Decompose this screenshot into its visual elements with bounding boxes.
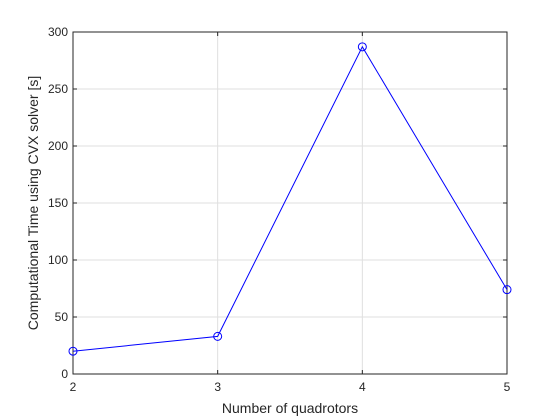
x-tick-label: 3: [214, 380, 221, 394]
y-tick-label: 300: [48, 25, 68, 39]
x-axis-label: Number of quadrotors: [222, 400, 358, 416]
data-point: [213, 331, 223, 341]
data-point: [357, 42, 367, 52]
series-line: [72, 45, 508, 352]
y-tick-label: 0: [61, 367, 68, 381]
y-tick-label: 50: [55, 310, 69, 324]
y-tick-label: 100: [48, 253, 68, 267]
data-point: [502, 285, 512, 295]
y-axis-ticks: 0 50 100 150 200 250 300: [48, 25, 507, 381]
x-tick-label: 4: [359, 380, 366, 394]
y-tick-label: 200: [48, 139, 68, 153]
x-axis-ticks: 2 3 4 5: [70, 32, 511, 394]
x-tick-label: 5: [504, 380, 511, 394]
data-point: [68, 346, 78, 356]
y-grid-lines: [73, 88, 507, 318]
x-tick-label: 2: [70, 380, 77, 394]
y-axis-label: Computational Time using CVX solver [s]: [25, 76, 41, 330]
y-tick-label: 150: [48, 196, 68, 210]
series-layer: [68, 42, 512, 356]
y-tick-label: 250: [48, 82, 68, 96]
